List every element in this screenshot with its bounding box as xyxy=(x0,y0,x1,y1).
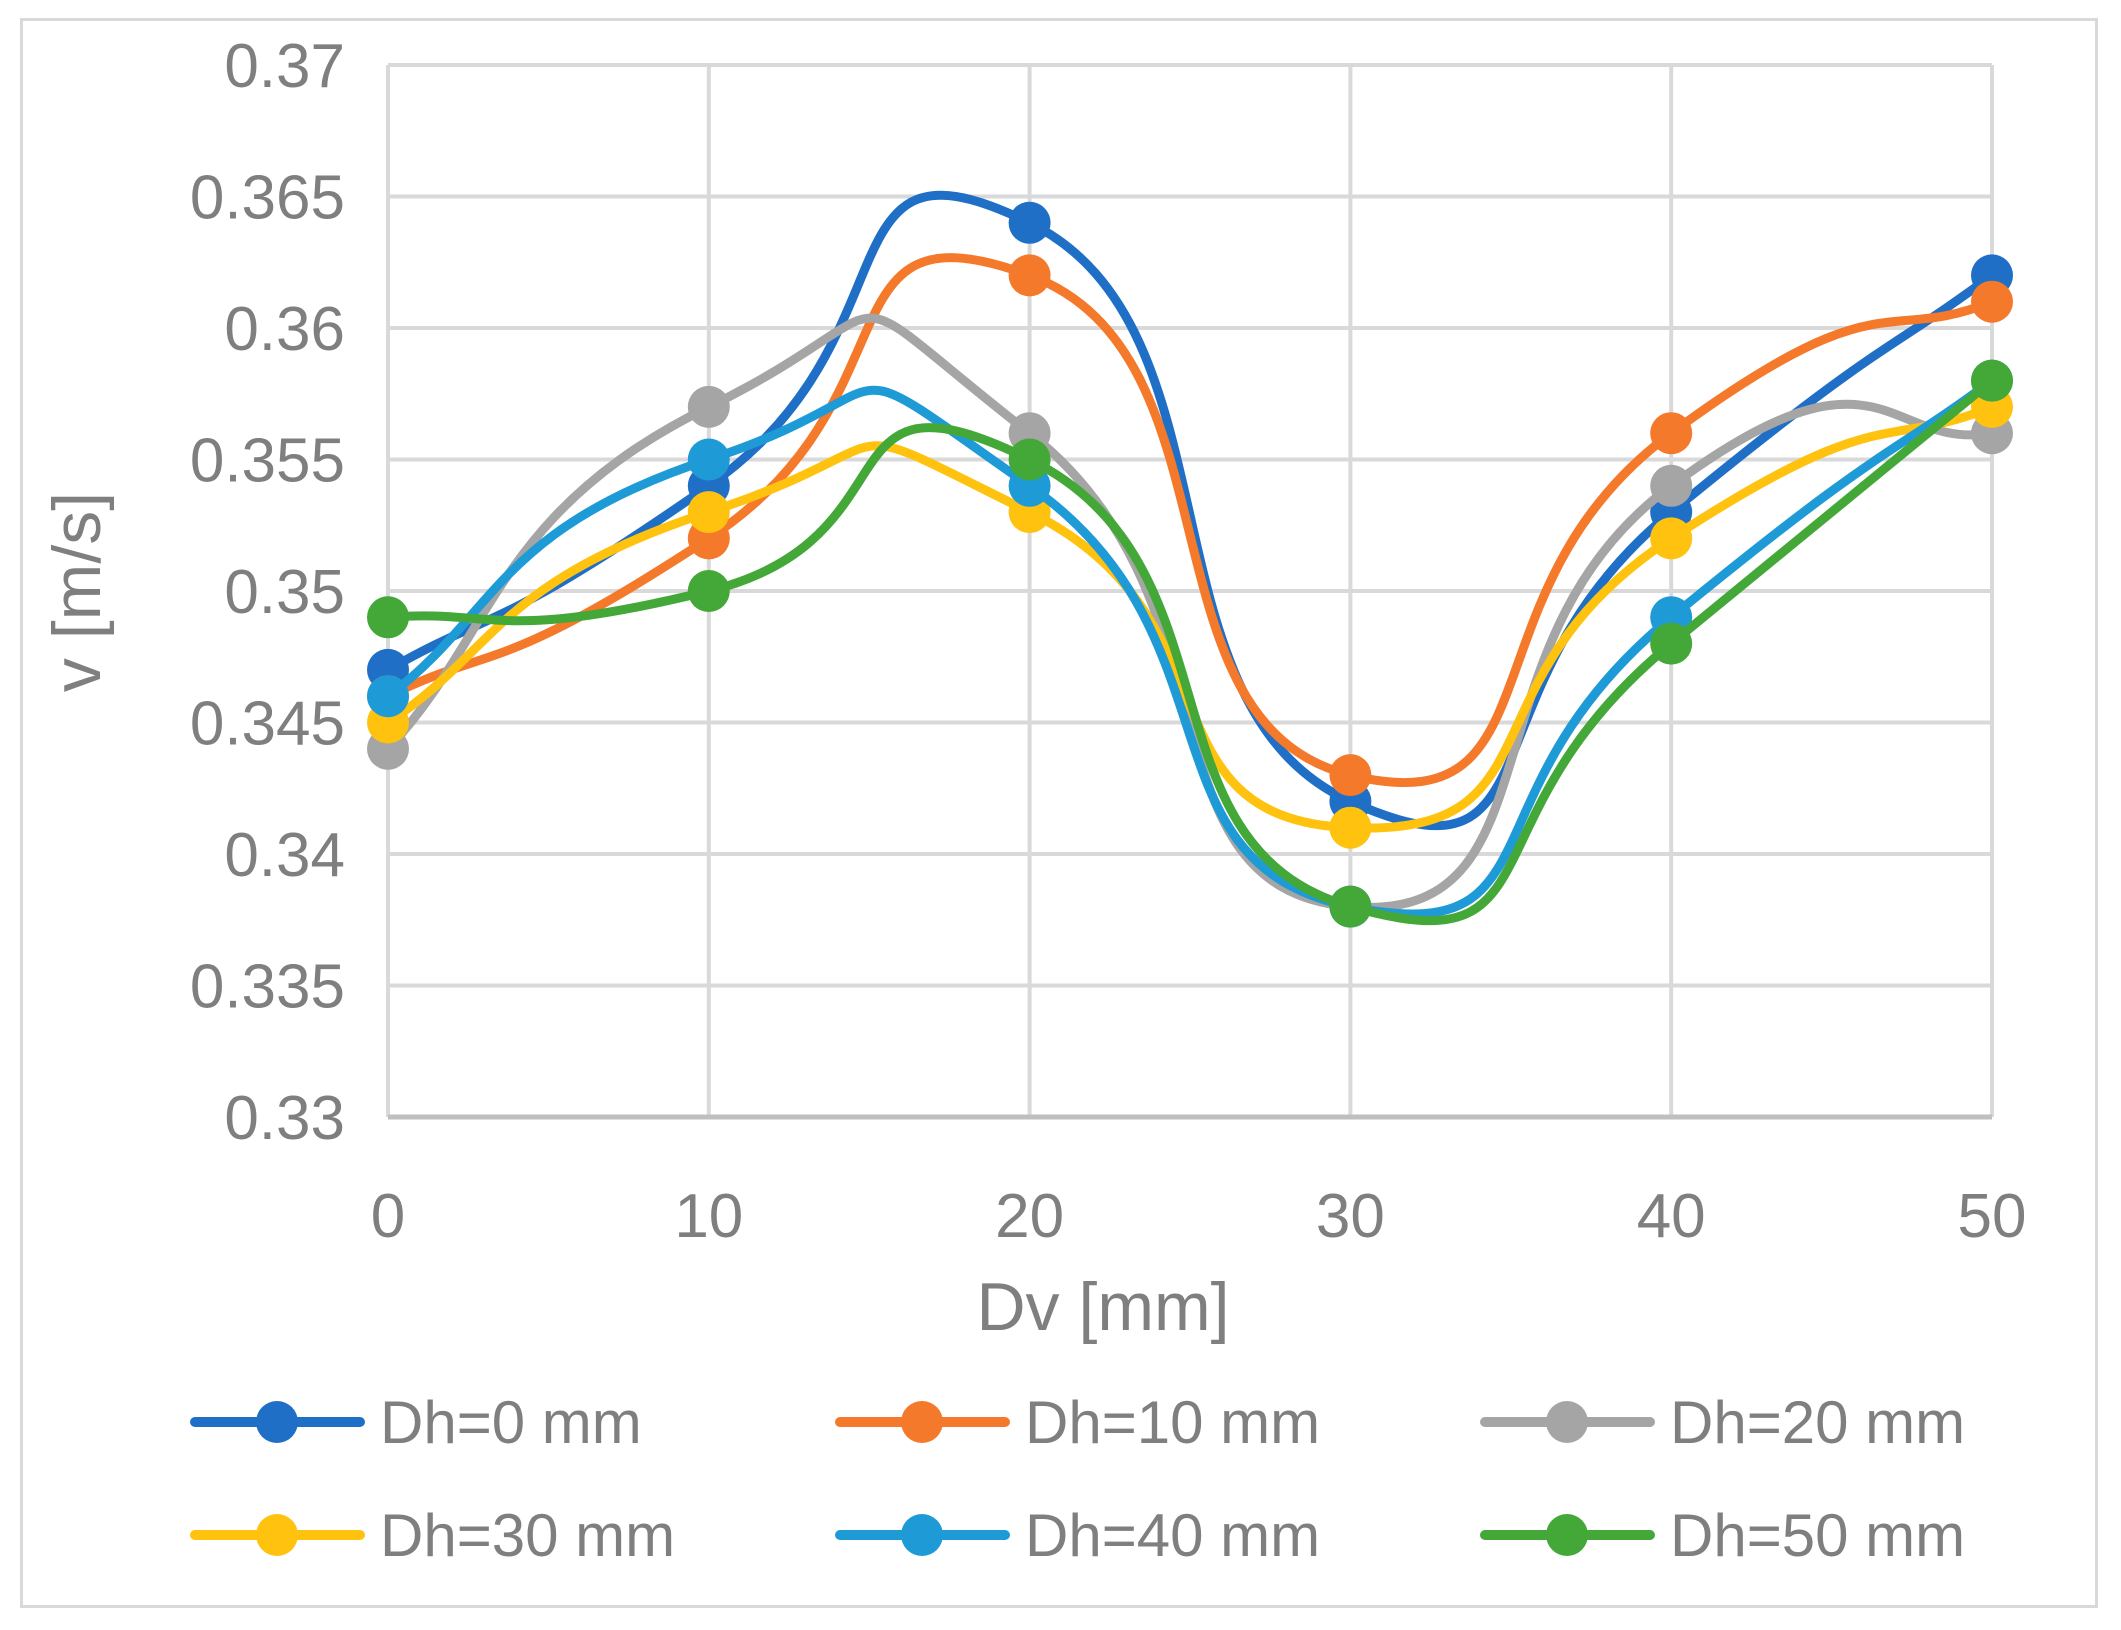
legend-label: Dh=30 mm xyxy=(380,1502,675,1569)
data-point xyxy=(367,596,409,639)
legend-item: Dh=50 mm xyxy=(1480,1502,1965,1569)
legend-label: Dh=50 mm xyxy=(1670,1502,1965,1569)
legend-item: Dh=30 mm xyxy=(190,1502,675,1569)
x-axis-ticks: 0 10 20 30 40 50 xyxy=(371,1182,2027,1251)
legend-marker xyxy=(901,1514,943,1556)
legend-item: Dh=20 mm xyxy=(1480,1389,1965,1456)
series-group xyxy=(367,190,2013,928)
data-point xyxy=(1971,359,2013,402)
data-point xyxy=(1329,754,1372,797)
data-point xyxy=(687,491,730,534)
y-tick-label: 0.335 xyxy=(190,953,345,1022)
legend-label: Dh=40 mm xyxy=(1025,1502,1320,1569)
series-dh-50-mm xyxy=(367,359,2013,928)
y-tick-label: 0.355 xyxy=(190,427,345,496)
x-tick-label: 50 xyxy=(1958,1182,2027,1251)
x-axis-title: Dv [mm] xyxy=(976,1269,1229,1345)
legend-marker xyxy=(256,1514,298,1556)
legend-marker xyxy=(256,1401,298,1443)
x-tick-label: 40 xyxy=(1637,1182,1706,1251)
series-dh-40-mm xyxy=(367,359,2013,928)
series-dh-20-mm xyxy=(367,313,2013,928)
data-point xyxy=(1008,254,1051,297)
legend-item: Dh=10 mm xyxy=(835,1389,1320,1456)
grid xyxy=(386,63,1994,1120)
y-tick-label: 0.365 xyxy=(190,164,345,233)
y-axis-ticks: 0.33 0.335 0.34 0.345 0.35 0.355 0.36 0.365 0.37 xyxy=(190,32,345,1153)
x-tick-label: 30 xyxy=(1316,1182,1385,1251)
data-point xyxy=(1650,622,1693,665)
x-tick-label: 10 xyxy=(674,1182,743,1251)
y-axis-title: v [m/s] xyxy=(39,492,115,692)
data-point xyxy=(1329,885,1372,928)
data-point xyxy=(1650,412,1693,455)
series-line xyxy=(383,376,1997,926)
data-point xyxy=(1008,201,1051,244)
legend-marker xyxy=(1546,1401,1588,1443)
data-point xyxy=(1650,517,1693,560)
y-tick-label: 0.37 xyxy=(224,32,345,101)
legend-item: Dh=0 mm xyxy=(190,1389,642,1456)
data-point xyxy=(687,438,730,481)
legend: Dh=0 mm Dh=10 mm Dh=20 mm Dh=30 mm Dh=40 mm D… xyxy=(190,1389,1965,1569)
data-point xyxy=(1329,806,1372,849)
y-tick-label: 0.345 xyxy=(190,690,345,759)
legend-marker xyxy=(1546,1514,1588,1556)
series-dh-30-mm xyxy=(367,385,2013,849)
data-point xyxy=(1008,438,1051,481)
x-tick-label: 20 xyxy=(995,1182,1064,1251)
legend-label: Dh=20 mm xyxy=(1670,1389,1965,1456)
data-point xyxy=(1650,464,1693,507)
legend-item: Dh=40 mm xyxy=(835,1502,1320,1569)
legend-label: Dh=10 mm xyxy=(1025,1389,1320,1456)
x-tick-label: 0 xyxy=(371,1182,405,1251)
y-tick-label: 0.33 xyxy=(224,1084,345,1153)
data-point xyxy=(687,385,730,428)
data-point xyxy=(1971,280,2013,323)
data-point xyxy=(367,675,409,718)
legend-marker xyxy=(901,1401,943,1443)
y-tick-label: 0.35 xyxy=(224,558,345,627)
chart-frame xyxy=(20,18,2098,1608)
y-tick-label: 0.36 xyxy=(224,295,345,364)
series-line xyxy=(383,402,1997,833)
y-tick-label: 0.34 xyxy=(224,821,345,890)
legend-label: Dh=0 mm xyxy=(380,1389,642,1456)
data-point xyxy=(687,570,730,612)
